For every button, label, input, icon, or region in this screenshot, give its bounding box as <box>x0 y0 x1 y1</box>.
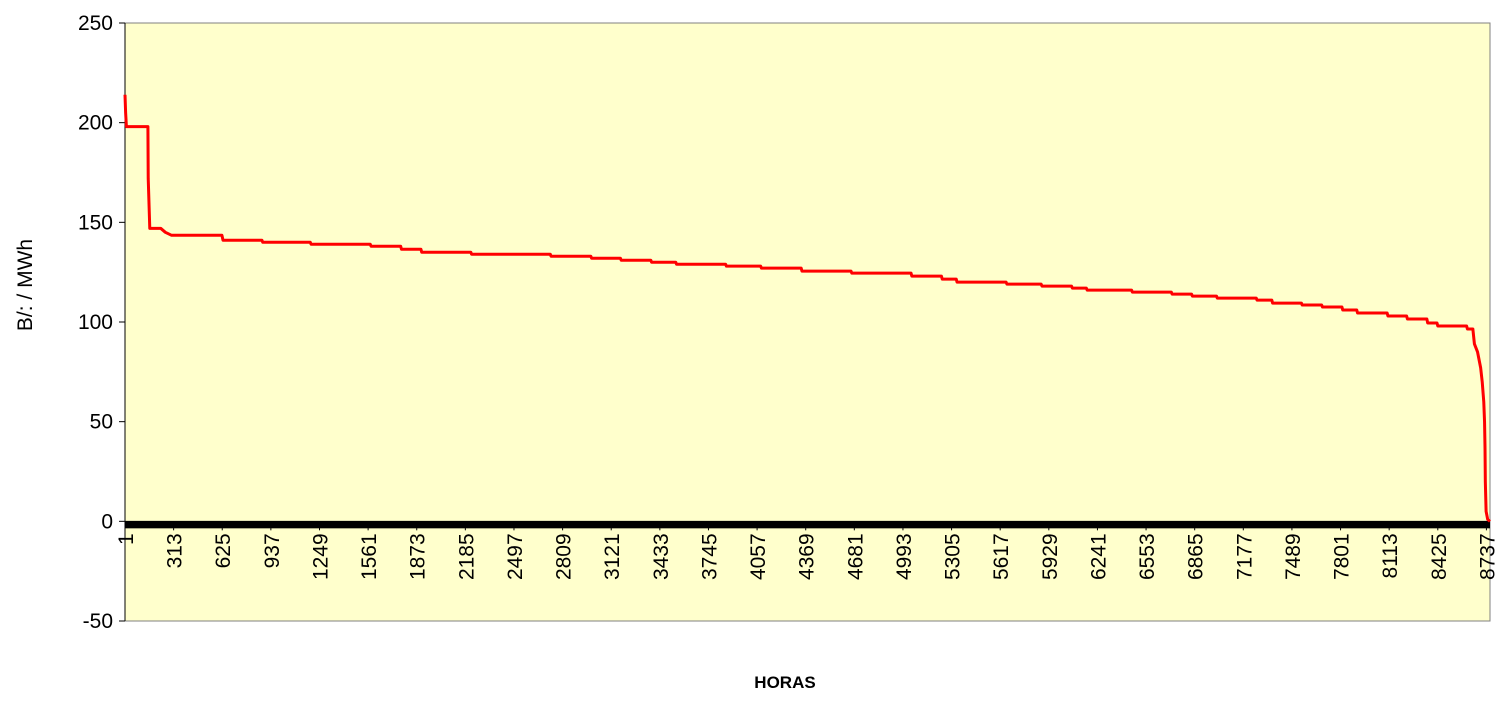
x-tick-label: 3745 <box>698 533 721 580</box>
price-line <box>123 94 1491 523</box>
x-tick-label: 2185 <box>455 533 478 580</box>
x-tick-label: 2809 <box>553 533 576 580</box>
x-tick-label: 5617 <box>990 533 1013 580</box>
y-tick-label: 50 <box>90 411 113 434</box>
x-tick-label: 7177 <box>1233 533 1256 580</box>
x-axis-label: HORAS <box>754 673 815 692</box>
x-tick-label: 4369 <box>796 533 819 580</box>
y-tick-label: 0 <box>101 510 113 533</box>
x-tick-label: 1561 <box>358 533 381 580</box>
x-tick-label: 5929 <box>1039 533 1062 580</box>
x-tick-label: 7489 <box>1282 533 1305 580</box>
x-tick-label: 7801 <box>1331 533 1354 580</box>
x-tick-label: 1249 <box>309 533 332 580</box>
plot-area <box>124 22 1491 622</box>
y-tick-label: -50 <box>83 610 113 633</box>
x-tick-label: 5305 <box>942 533 965 580</box>
x-tick-label: 1 <box>115 533 138 545</box>
x-tick-label: 1873 <box>407 533 430 580</box>
x-tick-label: 3121 <box>601 533 624 580</box>
x-tick-label: 6241 <box>1087 533 1110 580</box>
x-tick-label: 2497 <box>504 533 527 580</box>
x-tick-label: 937 <box>261 533 284 568</box>
y-axis-label: B/: / MWh <box>14 239 37 331</box>
x-tick-label: 6865 <box>1185 533 1208 580</box>
x-tick-label: 6553 <box>1136 533 1159 580</box>
x-tick-label: 625 <box>212 533 235 568</box>
x-tick-label: 8425 <box>1428 533 1451 580</box>
x-tick-label: 4993 <box>893 533 916 580</box>
x-tick-label: 8113 <box>1379 533 1402 578</box>
x-tick-label: 3433 <box>650 533 673 580</box>
x-axis-ticks-band <box>125 521 1490 529</box>
y-tick-label: 150 <box>78 211 113 234</box>
y-tick-label: 250 <box>78 12 113 35</box>
y-tick-label: 200 <box>78 112 113 135</box>
x-tick-label: 8737 <box>1476 533 1499 580</box>
y-tick-label: 100 <box>78 311 113 334</box>
x-tick-label: 4057 <box>747 533 770 580</box>
x-tick-label: 313 <box>164 533 187 568</box>
x-tick-label: 4681 <box>844 533 867 580</box>
